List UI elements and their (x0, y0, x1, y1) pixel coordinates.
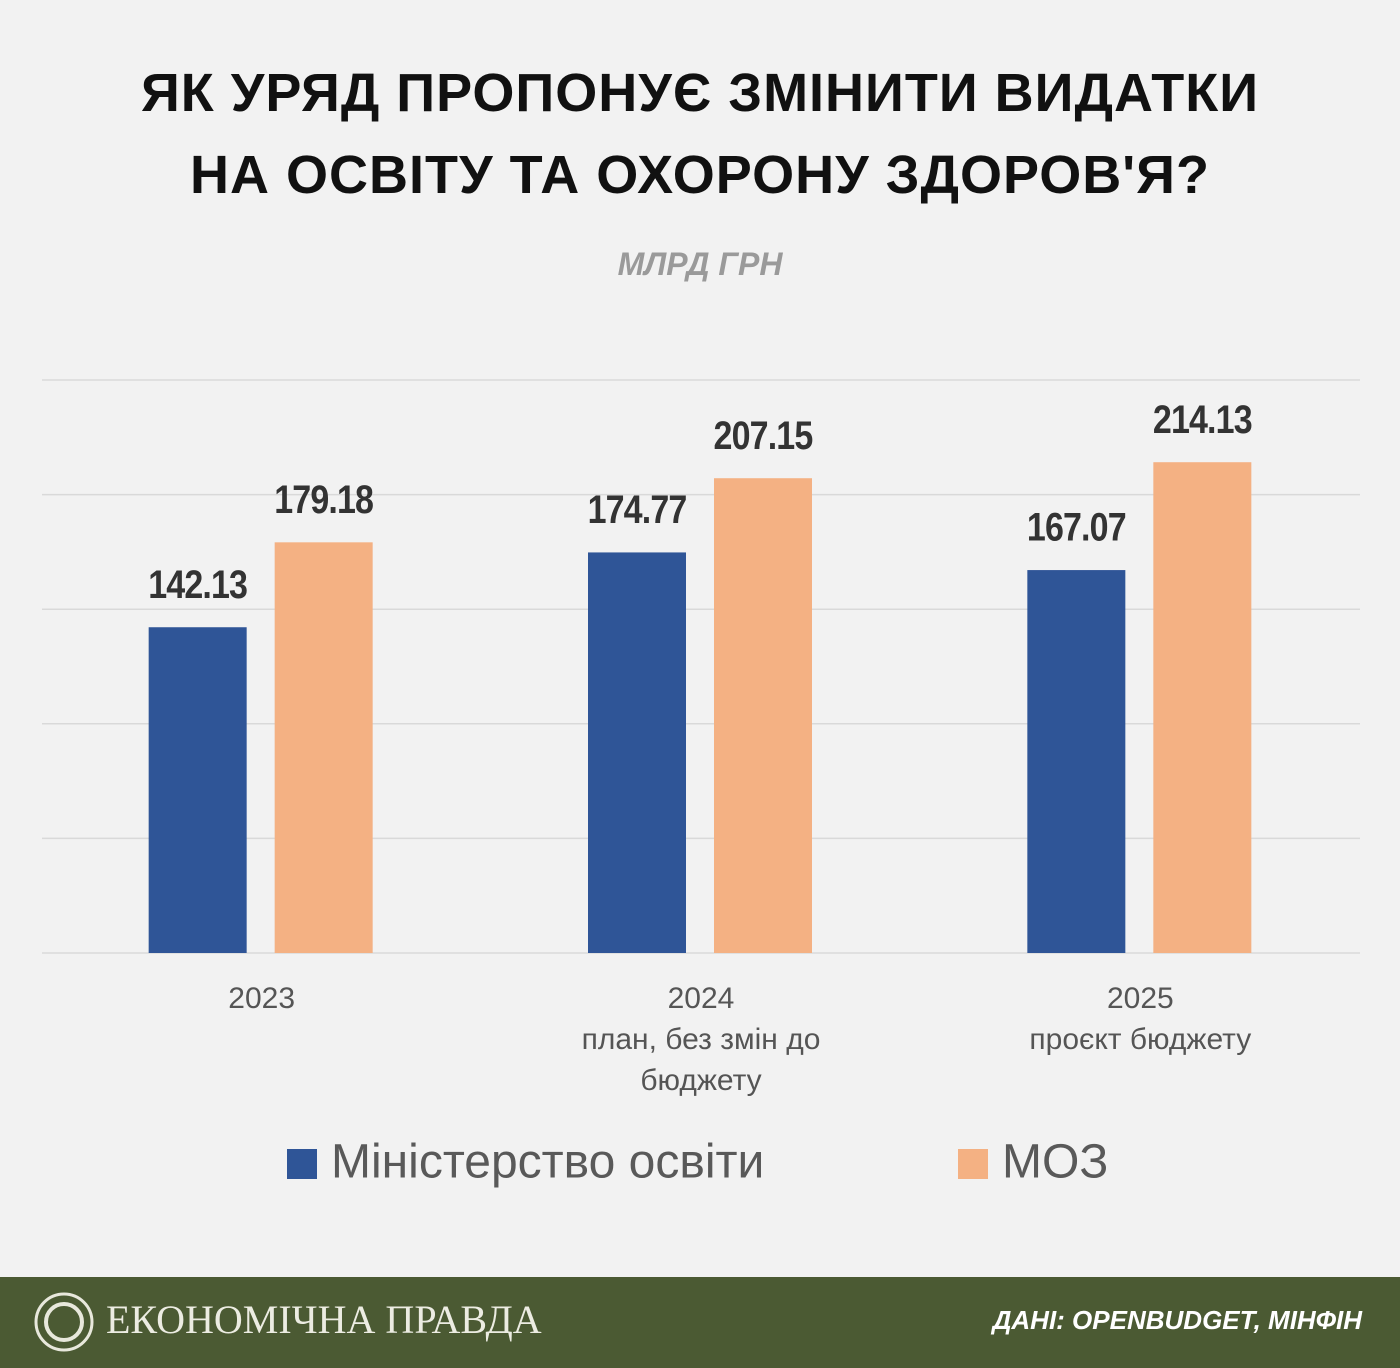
source: ДАНІ: OPENBUDGET, МІНФІН (991, 1305, 1364, 1335)
value-label: 142.13 (148, 561, 247, 606)
footer-band (0, 1277, 1400, 1368)
bar (1153, 462, 1252, 953)
legend-swatch (958, 1149, 988, 1179)
value-label: 214.13 (1153, 396, 1252, 441)
value-label: 179.18 (274, 476, 373, 521)
bar (714, 478, 812, 953)
value-label: 174.77 (588, 486, 687, 531)
bar (148, 627, 247, 953)
x-tick-note: проєкт бюджету (1029, 1023, 1252, 1056)
bar (274, 542, 373, 953)
x-tick: 2024 план, без змін до бюджету (531, 978, 871, 1101)
bar (1027, 570, 1126, 953)
logo-mark (44, 1302, 84, 1342)
x-tick-label: 2023 (228, 982, 296, 1015)
x-tick-label: 2025 (1106, 982, 1174, 1015)
value-label: 207.15 (714, 412, 813, 457)
legend-label: Міністерство освіти (331, 1136, 764, 1189)
chart-title: ЯК УРЯД ПРОПОНУЄ ЗМІНИТИ ВИДАТКИ НА ОСВІ… (140, 63, 1260, 205)
x-tick-note: план, без змін до бюджету (581, 1023, 821, 1097)
legend-label: МОЗ (1002, 1136, 1108, 1189)
value-label: 167.07 (1027, 504, 1126, 549)
x-tick: 2025 проєкт бюджету (970, 978, 1310, 1060)
x-tick-label: 2024 (667, 982, 735, 1015)
logo-ring (34, 1292, 94, 1352)
legend-swatch (287, 1149, 317, 1179)
chart-subtitle: МЛРД ГРН (617, 246, 783, 282)
brand: ЕКОНОМІЧНА ПРАВДА (106, 1297, 542, 1342)
x-tick: 2023 (92, 978, 432, 1019)
bar (588, 552, 686, 953)
